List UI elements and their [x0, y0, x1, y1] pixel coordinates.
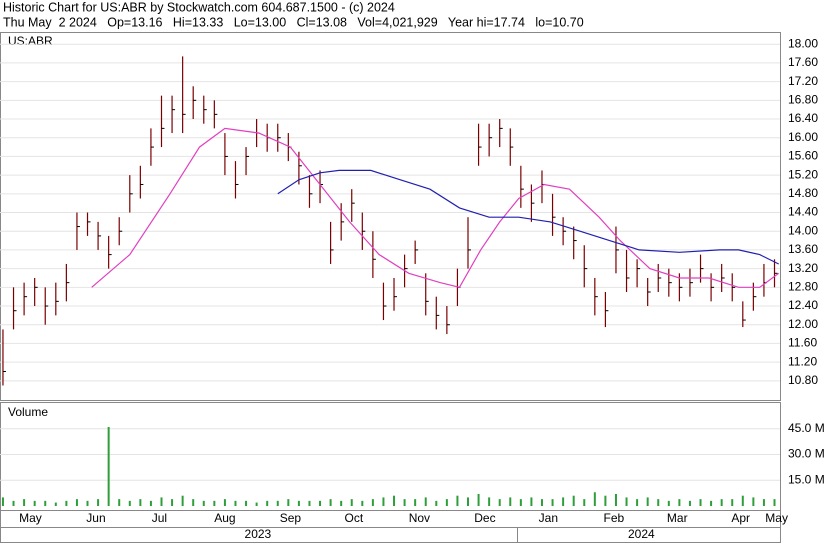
x-tick-label: Apr — [731, 511, 750, 525]
y-tick-label: 15.20 — [788, 167, 818, 181]
x-tick-label: Feb — [604, 511, 625, 525]
x-tick-label: Jan — [539, 511, 558, 525]
x-tick-label: Jun — [86, 511, 105, 525]
chart-title: Historic Chart for US:ABR by Stockwatch.… — [3, 0, 395, 14]
y2-tick-label: 45.0 M — [788, 421, 825, 435]
y-tick-label: 14.40 — [788, 205, 818, 219]
chart-subtitle: Thu May 2 2024 Op=13.16 Hi=13.33 Lo=13.0… — [3, 15, 584, 29]
x-tick-label: Dec — [474, 511, 495, 525]
y-tick-label: 11.20 — [788, 354, 817, 368]
y2-tick-label: 30.0 M — [788, 447, 825, 461]
y-tick-label: 16.80 — [788, 92, 818, 106]
y-tick-label: 17.60 — [788, 55, 818, 69]
y2-tick-label: 15.0 M — [788, 472, 825, 486]
y-tick-label: 10.80 — [788, 373, 818, 387]
x-tick-label: Mar — [667, 511, 688, 525]
year-label: 2023 — [245, 527, 272, 541]
volume-label: Volume — [8, 405, 48, 419]
y-tick-label: 13.20 — [788, 261, 818, 275]
year-label: 2024 — [628, 527, 655, 541]
symbol-label: US:ABR — [8, 34, 53, 48]
y-tick-label: 11.60 — [788, 336, 817, 350]
x-tick-label: Oct — [345, 511, 364, 525]
y-tick-label: 14.00 — [788, 223, 818, 237]
y-tick-label: 16.00 — [788, 130, 818, 144]
y-tick-label: 15.60 — [788, 149, 818, 163]
price-panel — [0, 32, 781, 401]
x-tick-label: Aug — [214, 511, 235, 525]
x-tick-label: Nov — [409, 511, 430, 525]
x-tick-label: May — [19, 511, 42, 525]
y-tick-label: 12.00 — [788, 317, 818, 331]
y-tick-label: 12.40 — [788, 298, 818, 312]
y-tick-label: 12.80 — [788, 280, 818, 294]
y-tick-label: 14.80 — [788, 186, 818, 200]
moving-average — [277, 169, 779, 265]
x-tick-label: May — [765, 511, 788, 525]
x-tick-label: Jul — [152, 511, 167, 525]
y-tick-label: 18.00 — [788, 36, 818, 50]
y-tick-label: 13.60 — [788, 242, 818, 256]
moving-average — [91, 127, 780, 288]
y-tick-label: 16.40 — [788, 111, 818, 125]
y-tick-label: 17.20 — [788, 74, 818, 88]
x-tick-label: Sep — [280, 511, 302, 525]
